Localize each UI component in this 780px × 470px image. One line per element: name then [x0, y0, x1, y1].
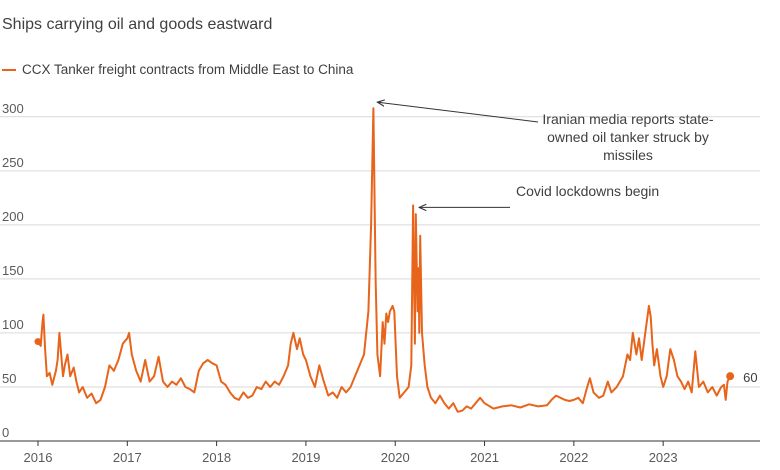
- x-tick-label: 2018: [202, 450, 231, 465]
- y-tick-label: 50: [2, 371, 16, 386]
- x-tick-label: 2022: [559, 450, 588, 465]
- annotation-iran-line: owned oil tanker struck by: [547, 129, 709, 145]
- end-point-label: 60: [743, 370, 757, 385]
- annotation-iran: Iranian media reports state-owned oil ta…: [542, 111, 714, 163]
- legend-label: CCX Tanker freight contracts from Middle…: [22, 62, 354, 77]
- legend: CCX Tanker freight contracts from Middle…: [2, 62, 353, 77]
- x-tick-label: 2017: [113, 450, 142, 465]
- y-tick-label: 150: [2, 263, 24, 278]
- x-tick-label: 2016: [24, 450, 53, 465]
- y-tick-label: 250: [2, 155, 24, 170]
- legend-swatch: [2, 68, 16, 71]
- end-point-marker: [726, 372, 735, 381]
- series-line: [37, 107, 732, 413]
- annotation-iran-line: Iranian media reports state-: [542, 111, 714, 127]
- start-point-marker: [34, 338, 42, 346]
- x-tick-label: 2020: [381, 450, 410, 465]
- annotation-covid: Covid lockdowns begin: [516, 183, 659, 199]
- y-tick-label: 100: [2, 317, 24, 332]
- y-tick-label: 300: [2, 101, 24, 116]
- y-tick-label: 200: [2, 209, 24, 224]
- x-tick-label: 2019: [291, 450, 320, 465]
- annotation-arrow-iran: [377, 102, 539, 123]
- x-tick-label: 2021: [470, 450, 499, 465]
- annotation-iran-line: missiles: [603, 147, 653, 163]
- y-tick-label: 0: [2, 425, 9, 440]
- x-tick-label: 2023: [649, 450, 678, 465]
- chart-subtitle: Ships carrying oil and goods eastward: [2, 16, 273, 33]
